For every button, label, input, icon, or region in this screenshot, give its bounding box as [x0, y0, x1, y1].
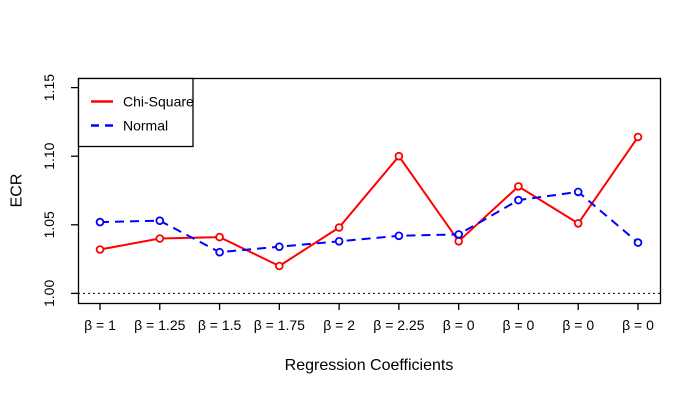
data-point	[334, 237, 344, 246]
y-axis-tick-label: 1.05	[41, 211, 57, 238]
data-point	[95, 245, 105, 254]
x-axis-tick-label: β = 1	[84, 317, 116, 333]
data-point	[155, 234, 165, 243]
x-axis-tick-label: β = 1.5	[198, 317, 242, 333]
data-point	[573, 187, 583, 197]
data-point	[95, 217, 105, 227]
x-axis-tick-label: β = 1.25	[134, 317, 185, 333]
data-point	[274, 242, 284, 252]
x-axis: β = 1 β = 1.25 β = 1.5 β = 1.75 β = 2 β = 2.2…	[84, 303, 654, 333]
y-axis-tick-label: 1.10	[41, 142, 57, 169]
data-point	[454, 237, 464, 246]
x-axis-tick-label: β = 0	[503, 317, 535, 333]
data-point	[514, 195, 523, 205]
series-chi-square	[95, 132, 643, 271]
y-axis-title: ECR	[9, 174, 26, 208]
x-axis-tick-label: β = 0	[622, 317, 654, 333]
data-point	[514, 182, 523, 191]
data-point	[155, 216, 165, 226]
y-axis-tick-label: 1.15	[41, 74, 57, 101]
data-point	[215, 232, 224, 242]
data-point	[633, 238, 643, 247]
x-axis-tick-label: β = 1.75	[254, 317, 305, 333]
x-axis-tick-label: β = 0	[562, 317, 594, 333]
y-axis: 1.00 1.05 1.10 1.15	[41, 74, 78, 307]
legend: Chi-Square Normal	[77, 77, 194, 148]
series-normal	[95, 187, 643, 257]
legend-label: Chi-Square	[123, 94, 194, 110]
x-axis-tick-label: β = 2	[323, 317, 355, 333]
legend-box	[77, 77, 194, 148]
plot-box	[77, 77, 662, 305]
data-point	[394, 151, 404, 161]
data-point	[334, 223, 344, 232]
legend-label: Normal	[123, 118, 168, 134]
series-line	[99, 190, 639, 254]
x-axis-tick-label: β = 2.25	[373, 317, 424, 333]
series-line	[99, 136, 639, 268]
data-point	[633, 132, 643, 142]
data-point	[215, 247, 224, 257]
data-point	[394, 231, 404, 241]
y-axis-tick-label: 1.00	[41, 280, 57, 307]
data-point	[573, 219, 583, 228]
x-axis-title: Regression Coefficients	[285, 357, 454, 374]
x-axis-tick-label: β = 0	[443, 317, 475, 333]
data-point	[454, 230, 464, 239]
data-point	[274, 261, 284, 271]
